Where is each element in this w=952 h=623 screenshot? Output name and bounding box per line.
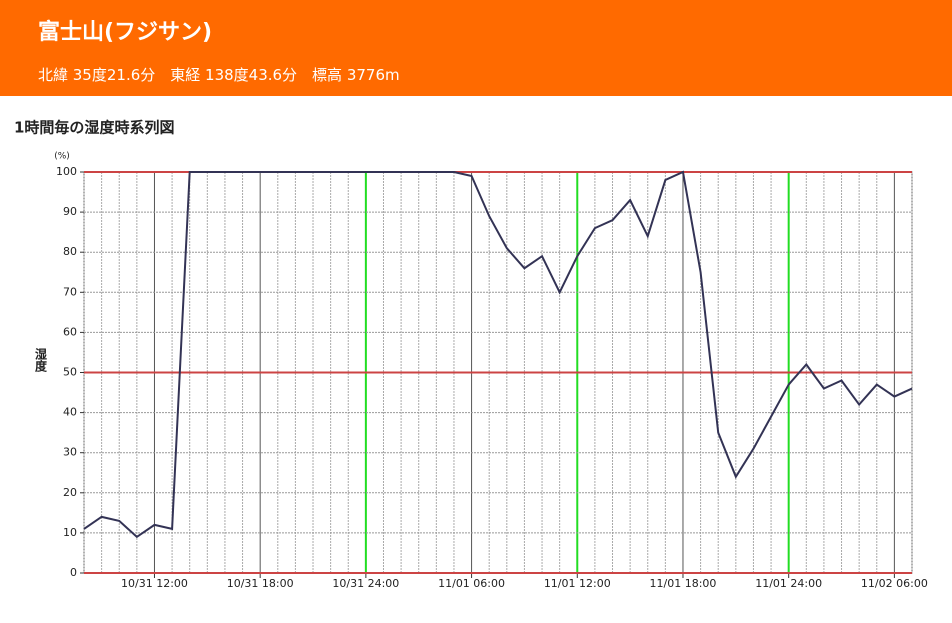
x-tick-label: 10/31 18:00: [227, 577, 294, 590]
x-tick-label: 11/01 12:00: [544, 577, 611, 590]
y-tick-label: 0: [70, 566, 77, 579]
y-tick-label: 30: [63, 446, 77, 459]
y-tick-label: 80: [63, 245, 77, 258]
data-line: [83, 170, 913, 539]
y-axis-label: 湿度: [34, 347, 48, 373]
x-tick-label: 10/31 24:00: [332, 577, 399, 590]
y-tick-label: 10: [63, 526, 77, 539]
y-tick-label: 40: [63, 406, 77, 419]
y-tick-label: 100: [56, 165, 77, 178]
chart-title: 1時間毎の湿度時系列図: [14, 119, 174, 137]
y-tick-label: 50: [63, 366, 77, 379]
header: 富士山(フジサン) 北緯 35度21.6分 東経 138度43.6分 標高 37…: [0, 0, 952, 96]
x-tick-label: 10/31 12:00: [121, 577, 188, 590]
x-tick-label: 11/02 06:00: [861, 577, 928, 590]
y-tick-label: 20: [63, 486, 77, 499]
x-tick-label: 11/01 06:00: [438, 577, 505, 590]
y-tick-label: 70: [63, 285, 77, 298]
y-tick-label: 90: [63, 205, 77, 218]
subtitle: 北緯 35度21.6分 東経 138度43.6分 標高 3776m: [38, 66, 400, 84]
y-unit: (%): [54, 152, 70, 162]
title: 富士山(フジサン): [38, 20, 213, 45]
x-tick-label: 11/01 24:00: [755, 577, 822, 590]
x-tick-label: 11/01 18:00: [650, 577, 717, 590]
y-tick-label: 60: [63, 325, 77, 338]
chart: 1時間毎の湿度時系列図 (%) 湿度 10/31 12:00 10/31 18:0…: [14, 119, 928, 591]
